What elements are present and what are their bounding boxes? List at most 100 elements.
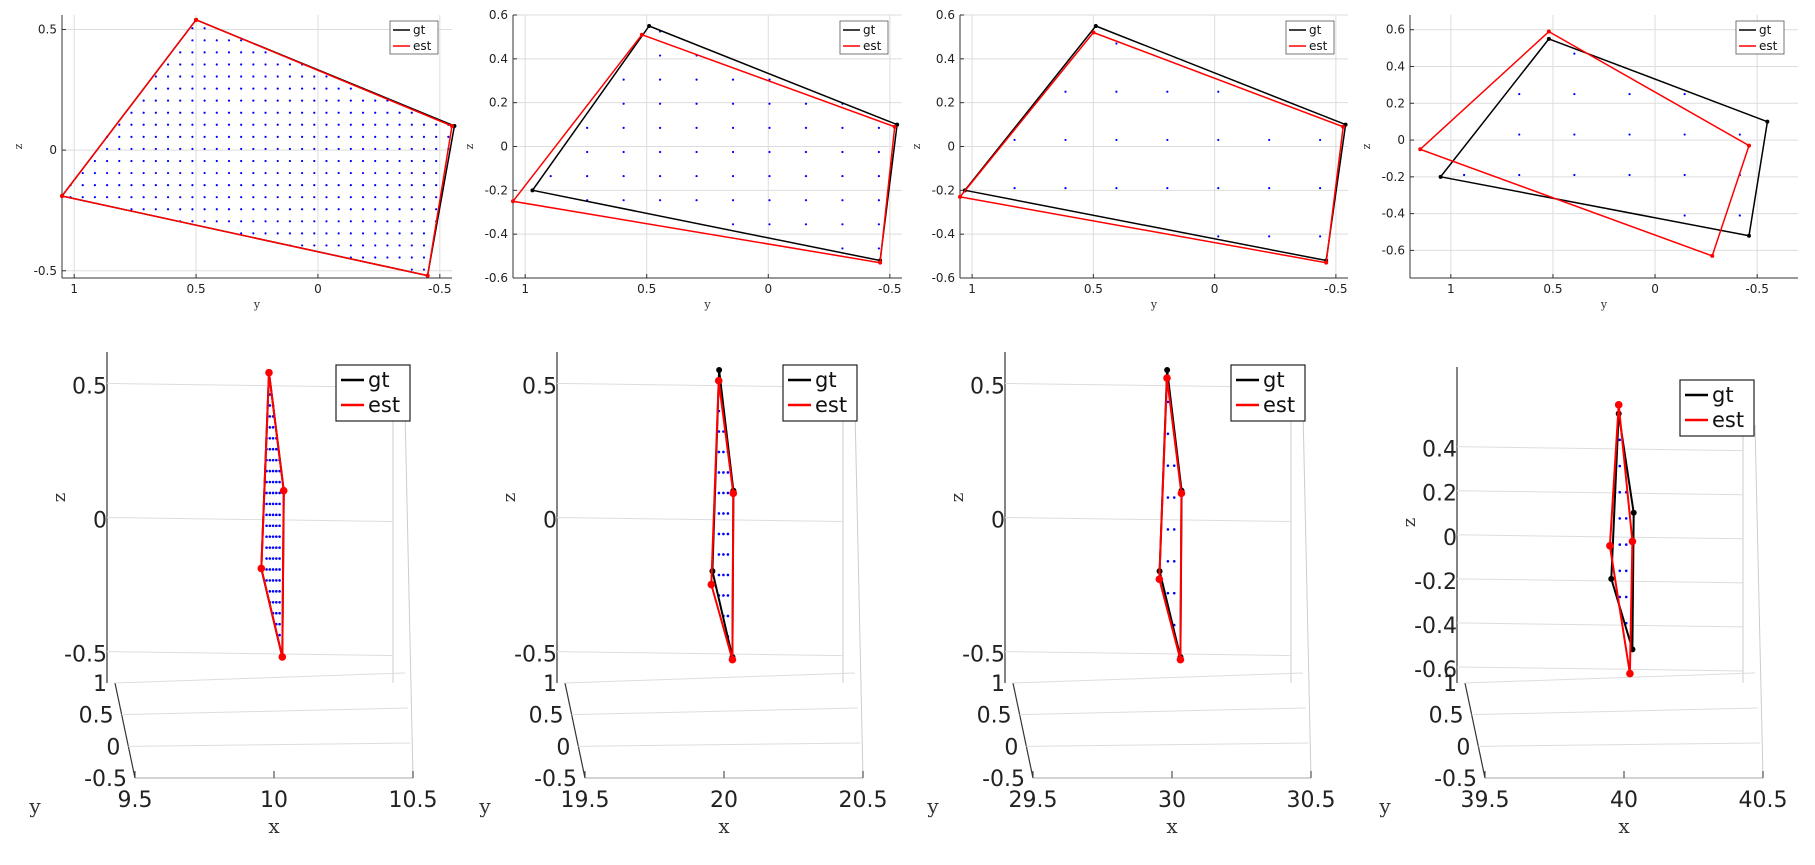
side-view-3d-plot-4: -0.6 -0.4 -0.2 0 0.2 0.4 z -0.5 0 0.5 1 y 39.5 40 40.5…: [1378, 367, 1787, 838]
sample-point: [361, 135, 365, 138]
sample-point: [726, 532, 730, 536]
sample-point: [191, 184, 194, 187]
sample-point: [325, 244, 328, 247]
y-tick-label: 0.4: [936, 52, 955, 66]
sample-point: [1518, 92, 1521, 96]
sample-point: [264, 51, 267, 54]
legend-est-label: est: [1712, 408, 1744, 432]
sample-point: [142, 135, 145, 138]
sample-point: [1518, 133, 1521, 136]
z-gridline: [1456, 446, 1744, 452]
series-est-vertex: [1546, 29, 1551, 34]
sample-point: [227, 123, 231, 126]
z-axis-label: z: [49, 493, 70, 502]
sample-point: [658, 126, 662, 129]
y-gridline: [564, 672, 856, 684]
sample-point: [130, 184, 133, 187]
y-axis-label: y: [478, 794, 491, 818]
sample-point: [435, 208, 438, 211]
sample-point: [142, 159, 145, 163]
sample-point: [726, 553, 730, 556]
sample-point: [191, 111, 194, 114]
sample-point: [81, 184, 84, 187]
sample-point: [361, 208, 365, 211]
sample-point: [268, 524, 272, 528]
z-tick-label: -0.4: [1414, 614, 1457, 639]
sample-point: [105, 171, 109, 175]
sample-point: [288, 220, 292, 223]
series-gt-vertex: [1093, 23, 1098, 28]
sample-point: [240, 135, 243, 138]
sample-point: [374, 147, 377, 151]
sample-point: [410, 135, 413, 138]
sample-point: [1518, 173, 1521, 177]
sample-point: [154, 135, 157, 138]
sample-point: [268, 469, 272, 473]
z-tick-label: 0: [1443, 526, 1457, 551]
sample-point: [265, 524, 268, 528]
sample-point: [179, 51, 182, 54]
sample-point: [203, 27, 206, 30]
sample-point: [276, 123, 279, 126]
sample-point: [731, 174, 735, 178]
sample-point: [264, 220, 267, 223]
sample-point: [240, 208, 243, 211]
sample-point: [203, 147, 206, 151]
sample-point: [227, 39, 231, 42]
sample-point: [215, 220, 218, 223]
sample-point: [271, 579, 275, 582]
sample-point: [275, 557, 278, 560]
sample-point: [337, 171, 340, 175]
series-gt-vertex: [1608, 575, 1615, 582]
z-gridline: [556, 651, 844, 657]
sample-point: [410, 208, 413, 211]
sample-points: [1463, 52, 1741, 217]
sample-point: [276, 99, 279, 102]
sample-point: [1628, 173, 1631, 177]
sample-point: [203, 159, 206, 163]
x-tick-label: 40: [1610, 788, 1638, 813]
sample-point: [313, 244, 316, 247]
sample-point: [1217, 90, 1220, 93]
sample-point: [288, 184, 292, 187]
sample-point: [300, 196, 304, 199]
series-est-vertex: [1155, 575, 1164, 583]
sample-point: [300, 232, 304, 235]
sample-point: [278, 546, 281, 549]
sample-point: [240, 39, 243, 42]
legend-gt-label: gt: [1309, 23, 1322, 37]
sample-point: [271, 458, 275, 462]
sample-point: [731, 223, 735, 226]
sample-point: [166, 111, 170, 114]
sample-point: [398, 244, 401, 247]
sample-point: [105, 147, 109, 151]
sample-point: [118, 147, 121, 151]
sample-point: [374, 208, 377, 211]
sample-point: [227, 51, 231, 54]
sample-point: [300, 244, 304, 247]
sample-point: [275, 600, 278, 604]
sample-point: [166, 135, 170, 138]
sample-point: [722, 553, 725, 556]
sample-point: [154, 171, 157, 175]
sample-point: [841, 126, 844, 129]
sample-point: [410, 244, 413, 247]
x-tick-label: 1: [968, 282, 976, 296]
sample-point: [361, 147, 365, 151]
sample-point: [278, 600, 281, 604]
sample-point: [215, 39, 218, 42]
sample-point: [1573, 133, 1576, 136]
sample-point: [276, 135, 279, 138]
sample-point: [265, 535, 268, 538]
y-gridline: [1026, 742, 1309, 747]
sample-point: [422, 208, 426, 211]
series-est-vertex: [958, 194, 962, 199]
sample-point: [105, 159, 109, 163]
sample-point: [203, 220, 206, 223]
sample-point: [349, 232, 352, 235]
x-tick-label: 10: [260, 788, 288, 813]
